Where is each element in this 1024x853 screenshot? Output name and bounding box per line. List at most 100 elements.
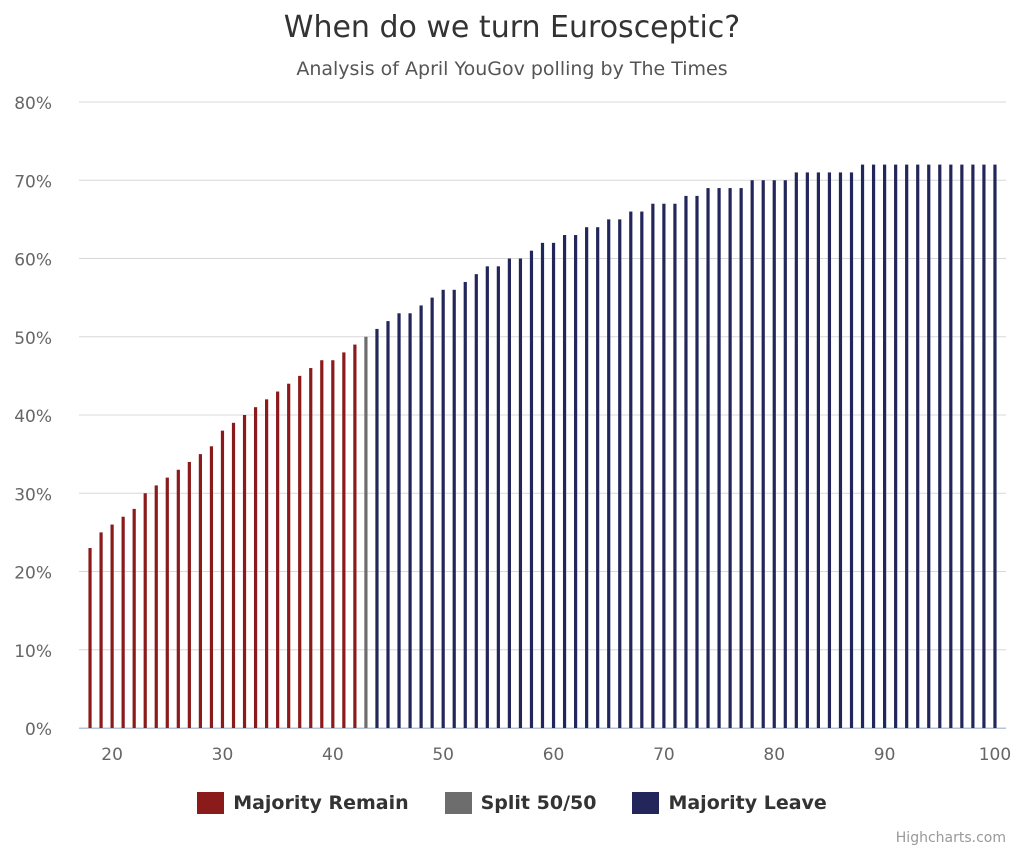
bar bbox=[386, 321, 390, 728]
bar bbox=[463, 281, 467, 728]
bar bbox=[860, 164, 865, 729]
y-tick-label: 70% bbox=[14, 172, 52, 192]
bar bbox=[176, 469, 180, 728]
bar bbox=[938, 164, 942, 729]
y-tick-label: 0% bbox=[25, 720, 52, 740]
bar bbox=[110, 524, 114, 728]
bar bbox=[695, 195, 699, 728]
bar bbox=[540, 242, 545, 728]
bar bbox=[132, 508, 136, 728]
bar bbox=[838, 172, 843, 729]
bar bbox=[927, 164, 931, 729]
bar bbox=[905, 164, 909, 729]
bar bbox=[717, 188, 721, 728]
bar bbox=[364, 336, 368, 728]
y-tick-label: 50% bbox=[14, 329, 52, 349]
bar bbox=[894, 164, 898, 729]
legend-label: Majority Leave bbox=[668, 792, 827, 814]
legend: Majority Remain Split 50/50 Majority Lea… bbox=[0, 792, 1024, 814]
x-tick-label: 50 bbox=[432, 745, 454, 765]
x-tick-label: 20 bbox=[101, 745, 123, 765]
y-tick-label: 10% bbox=[14, 642, 52, 662]
bar bbox=[574, 235, 578, 728]
bar bbox=[242, 415, 247, 728]
bar bbox=[960, 164, 964, 729]
bar bbox=[518, 258, 523, 728]
bar bbox=[562, 235, 567, 728]
y-axis: 0% 10% 20% 30% 40% 50% 60% 70% 80% bbox=[14, 94, 52, 740]
bar bbox=[982, 164, 986, 729]
bar bbox=[121, 516, 125, 728]
y-tick-label: 60% bbox=[14, 251, 52, 271]
bar bbox=[662, 203, 666, 729]
x-tick-label: 90 bbox=[874, 745, 896, 765]
chart-subtitle: Analysis of April YouGov polling by The … bbox=[296, 58, 728, 80]
legend-item-majority-leave[interactable]: Majority Leave bbox=[632, 792, 827, 814]
bar bbox=[441, 289, 445, 728]
bar bbox=[871, 164, 876, 729]
legend-swatch-majority-remain bbox=[197, 792, 225, 814]
legend-item-majority-remain[interactable]: Majority Remain bbox=[197, 792, 409, 814]
bar bbox=[143, 493, 147, 728]
x-tick-label: 60 bbox=[543, 745, 565, 765]
bar bbox=[739, 188, 743, 728]
bar bbox=[419, 305, 423, 728]
bar bbox=[816, 172, 820, 729]
bar bbox=[496, 266, 500, 728]
bar bbox=[253, 407, 258, 728]
x-tick-label: 80 bbox=[763, 745, 785, 765]
bar bbox=[99, 532, 103, 728]
bar bbox=[430, 297, 434, 728]
legend-label: Majority Remain bbox=[233, 792, 409, 814]
bar bbox=[607, 219, 611, 728]
bar bbox=[761, 180, 765, 728]
bar bbox=[231, 422, 236, 728]
y-tick-label: 20% bbox=[14, 564, 52, 584]
bar bbox=[971, 164, 975, 729]
bar bbox=[88, 548, 92, 728]
bar bbox=[772, 180, 776, 728]
bar bbox=[276, 391, 280, 728]
x-tick-label: 100 bbox=[979, 745, 1011, 765]
bar bbox=[287, 383, 291, 728]
bar bbox=[452, 289, 456, 728]
bar bbox=[805, 172, 809, 729]
bar bbox=[187, 461, 191, 728]
legend-swatch-majority-leave bbox=[632, 792, 660, 814]
credits-link[interactable]: Highcharts.com bbox=[895, 830, 1006, 846]
legend-swatch-split bbox=[444, 792, 472, 814]
bar bbox=[165, 477, 169, 728]
bar bbox=[849, 172, 854, 729]
bar bbox=[551, 242, 556, 728]
chart-title: When do we turn Eurosceptic? bbox=[283, 10, 741, 45]
bar bbox=[684, 195, 688, 728]
x-tick-label: 30 bbox=[212, 745, 234, 765]
bar bbox=[651, 203, 655, 729]
bar bbox=[949, 164, 953, 729]
bar bbox=[220, 430, 225, 728]
bar bbox=[198, 454, 202, 728]
bar bbox=[485, 266, 489, 728]
bar bbox=[993, 164, 997, 729]
bar bbox=[783, 180, 787, 728]
bar bbox=[794, 172, 798, 729]
legend-item-split[interactable]: Split 50/50 bbox=[444, 792, 597, 814]
legend-label: Split 50/50 bbox=[480, 792, 597, 814]
bar bbox=[585, 227, 589, 728]
bar bbox=[408, 313, 412, 728]
bar bbox=[596, 227, 600, 728]
x-axis: 20 30 40 50 60 70 80 90 100 bbox=[79, 728, 1011, 765]
bar bbox=[629, 211, 633, 729]
bar bbox=[507, 258, 511, 728]
bar bbox=[154, 485, 158, 728]
bar bbox=[342, 352, 346, 728]
bar bbox=[265, 399, 269, 728]
bar bbox=[353, 344, 357, 728]
bar bbox=[750, 180, 754, 728]
bar bbox=[618, 219, 622, 728]
x-tick-label: 70 bbox=[653, 745, 675, 765]
bar bbox=[883, 164, 887, 729]
bar bbox=[375, 328, 379, 728]
y-tick-label: 40% bbox=[14, 407, 52, 427]
